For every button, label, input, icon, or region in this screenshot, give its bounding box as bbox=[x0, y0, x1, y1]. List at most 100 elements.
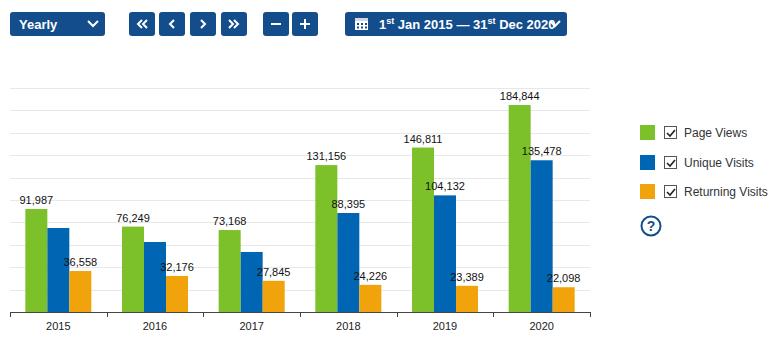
first-button[interactable] bbox=[129, 12, 155, 36]
bar bbox=[531, 160, 553, 312]
dropdown-bg bbox=[345, 12, 567, 36]
legend-swatch bbox=[640, 184, 655, 199]
bar bbox=[47, 228, 69, 312]
data-label: 91,987 bbox=[20, 194, 54, 206]
legend-checkmark bbox=[667, 189, 675, 195]
date-range-label: 1st Jan 2015 — 31st Dec 2020 bbox=[379, 16, 556, 32]
calendar-icon bbox=[355, 18, 368, 21]
legend-label: Page Views bbox=[684, 126, 747, 140]
grid-line bbox=[10, 200, 590, 201]
date-day: 1 bbox=[379, 17, 386, 32]
dropdown-bg bbox=[10, 12, 105, 36]
x-tick-label: 2016 bbox=[143, 320, 167, 332]
date-suffix: st bbox=[386, 16, 394, 26]
next-button[interactable] bbox=[190, 12, 216, 36]
zoom-out-button[interactable] bbox=[263, 12, 289, 36]
x-tick-mark bbox=[397, 312, 398, 317]
data-label: 73,168 bbox=[213, 215, 247, 227]
data-labels: 91,98776,24973,168131,156146,811184,8448… bbox=[20, 90, 581, 284]
period-label: Yearly bbox=[19, 17, 58, 32]
legend-item[interactable]: Page Views bbox=[640, 125, 747, 140]
legend: Page Views Unique Visits Returning Visits bbox=[640, 125, 768, 199]
x-tick-mark bbox=[493, 312, 494, 317]
button-icon bbox=[143, 20, 147, 28]
bar bbox=[509, 105, 531, 312]
legend-swatch bbox=[640, 155, 655, 170]
calendar-icon bbox=[357, 23, 359, 25]
zoom-in-button[interactable] bbox=[292, 12, 318, 36]
help-label: ? bbox=[647, 218, 656, 234]
bar bbox=[359, 285, 381, 312]
data-label: 88,395 bbox=[332, 198, 366, 210]
date-rest: Jan 2015 — bbox=[394, 17, 473, 32]
calendar-icon bbox=[355, 18, 368, 30]
button-bg bbox=[129, 12, 155, 36]
button-icon bbox=[229, 20, 233, 28]
dropdown-chevron bbox=[550, 21, 560, 26]
bar bbox=[315, 165, 337, 312]
bar bbox=[241, 252, 263, 312]
bar bbox=[553, 287, 575, 312]
x-tick-mark bbox=[300, 312, 301, 317]
x-tick-mark bbox=[203, 312, 204, 317]
period-dropdown[interactable]: Yearly bbox=[10, 12, 105, 36]
data-label: 23,389 bbox=[450, 271, 484, 283]
legend-item[interactable]: Unique Visits bbox=[640, 155, 754, 170]
legend-checkbox bbox=[665, 186, 677, 198]
calendar-icon bbox=[361, 23, 363, 25]
data-label: 24,226 bbox=[354, 270, 388, 282]
data-label: 135,478 bbox=[522, 145, 562, 157]
button-icon bbox=[271, 23, 281, 25]
chart-root: Yearly 1st Jan 2015 — 31st Dec 2020 91,987… bbox=[0, 0, 777, 340]
bar bbox=[25, 209, 47, 312]
button-icon bbox=[304, 19, 306, 29]
grid-line bbox=[10, 110, 590, 111]
button-icon bbox=[234, 20, 238, 28]
data-label: 32,176 bbox=[160, 261, 194, 273]
prev-button[interactable] bbox=[159, 12, 185, 36]
bar bbox=[144, 242, 166, 312]
legend-label: Unique Visits bbox=[684, 156, 754, 170]
bar bbox=[412, 148, 434, 312]
button-icon bbox=[138, 20, 142, 28]
date-suffix: st bbox=[488, 16, 496, 26]
help-circle bbox=[642, 217, 661, 236]
grid-line bbox=[10, 155, 590, 156]
legend-checkmark bbox=[667, 130, 675, 136]
legend-checkmark bbox=[667, 160, 675, 166]
legend-item[interactable]: Returning Visits bbox=[640, 184, 768, 199]
bar bbox=[69, 271, 91, 312]
data-label: 104,132 bbox=[425, 180, 465, 192]
grid-line bbox=[10, 290, 590, 291]
button-bg bbox=[159, 12, 185, 36]
help-icon[interactable]: ? bbox=[642, 217, 661, 236]
x-tick-label: 2019 bbox=[433, 320, 457, 332]
grid-line bbox=[10, 245, 590, 246]
date-range-dropdown[interactable]: 1st Jan 2015 — 31st Dec 2020 bbox=[345, 12, 567, 36]
button-bg bbox=[190, 12, 216, 36]
bar bbox=[263, 281, 285, 312]
legend-label: Returning Visits bbox=[684, 185, 768, 199]
bar bbox=[337, 213, 359, 312]
last-button[interactable] bbox=[221, 12, 247, 36]
bar bbox=[166, 276, 188, 312]
x-tick-mark bbox=[10, 312, 11, 317]
calendar-icon bbox=[361, 27, 363, 29]
calendar-icon bbox=[365, 23, 367, 25]
data-label: 27,845 bbox=[257, 266, 291, 278]
data-label: 184,844 bbox=[500, 90, 540, 102]
grid-line bbox=[10, 178, 590, 179]
bar bbox=[219, 230, 241, 312]
bar bbox=[456, 286, 478, 312]
calendar-icon bbox=[365, 27, 367, 29]
data-label: 36,558 bbox=[64, 256, 98, 268]
x-tick-label: 2018 bbox=[336, 320, 360, 332]
data-label: 22,098 bbox=[547, 272, 581, 284]
legend-swatch bbox=[640, 125, 655, 140]
data-label: 76,249 bbox=[116, 212, 150, 224]
data-label: 131,156 bbox=[306, 150, 346, 162]
date-rest: Dec 2020 bbox=[496, 17, 556, 32]
button-bg bbox=[263, 12, 289, 36]
grid-line bbox=[10, 222, 590, 223]
button-bg bbox=[221, 12, 247, 36]
